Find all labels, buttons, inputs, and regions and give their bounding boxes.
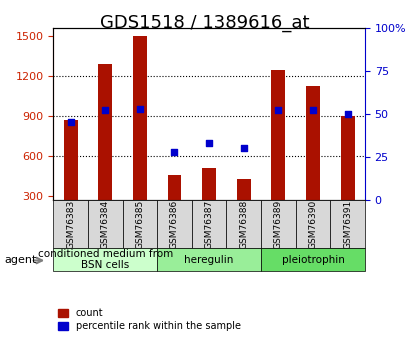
Text: GSM76383: GSM76383: [66, 200, 75, 249]
FancyBboxPatch shape: [261, 200, 295, 248]
Point: [102, 108, 108, 113]
Bar: [340, 116, 354, 236]
Point: [171, 149, 178, 155]
Text: pleiotrophin: pleiotrophin: [281, 255, 344, 265]
FancyBboxPatch shape: [122, 200, 157, 248]
Bar: [305, 87, 319, 236]
FancyBboxPatch shape: [157, 248, 261, 271]
Bar: [202, 168, 216, 236]
Point: [240, 146, 246, 151]
Bar: [63, 120, 77, 236]
Bar: [271, 70, 285, 236]
FancyBboxPatch shape: [295, 200, 330, 248]
FancyBboxPatch shape: [53, 200, 88, 248]
Text: GDS1518 / 1389616_at: GDS1518 / 1389616_at: [100, 14, 309, 32]
Bar: [167, 175, 181, 236]
Bar: [133, 36, 146, 236]
Point: [67, 120, 74, 125]
Point: [205, 140, 212, 146]
Text: GSM76384: GSM76384: [101, 200, 110, 249]
Text: GSM76386: GSM76386: [170, 200, 179, 249]
Bar: [98, 64, 112, 236]
FancyBboxPatch shape: [157, 200, 191, 248]
Point: [274, 108, 281, 113]
Text: conditioned medium from
BSN cells: conditioned medium from BSN cells: [38, 249, 173, 270]
Text: GSM76390: GSM76390: [308, 200, 317, 249]
Text: GSM76389: GSM76389: [273, 200, 282, 249]
FancyBboxPatch shape: [191, 200, 226, 248]
Legend: count, percentile rank within the sample: count, percentile rank within the sample: [58, 308, 240, 332]
FancyBboxPatch shape: [330, 200, 364, 248]
Text: agent: agent: [4, 256, 36, 265]
FancyBboxPatch shape: [261, 248, 364, 271]
Point: [309, 108, 315, 113]
Text: GSM76391: GSM76391: [342, 200, 351, 249]
FancyBboxPatch shape: [226, 200, 261, 248]
Point: [136, 106, 143, 111]
Text: GSM76387: GSM76387: [204, 200, 213, 249]
Text: GSM76388: GSM76388: [238, 200, 247, 249]
Text: GSM76385: GSM76385: [135, 200, 144, 249]
Bar: [236, 179, 250, 236]
FancyBboxPatch shape: [53, 248, 157, 271]
Point: [344, 111, 350, 117]
FancyBboxPatch shape: [88, 200, 122, 248]
Text: heregulin: heregulin: [184, 255, 233, 265]
